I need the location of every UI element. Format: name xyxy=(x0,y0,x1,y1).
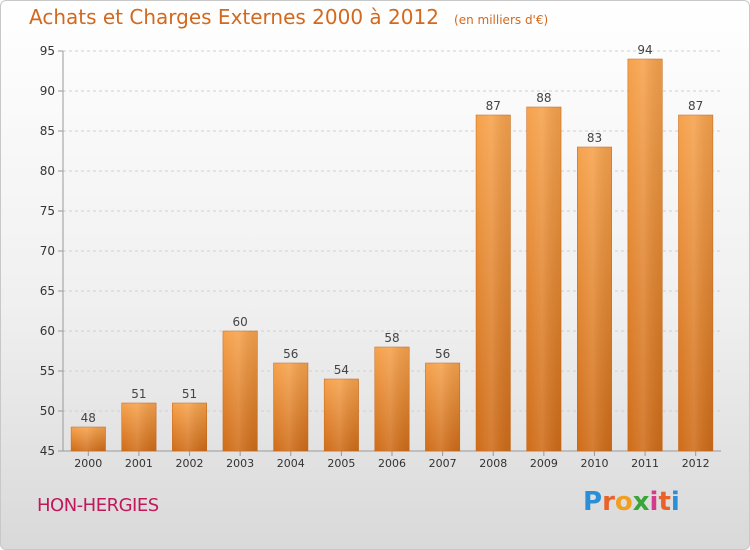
logo-letter: t xyxy=(658,487,671,517)
data-label: 87 xyxy=(486,99,501,113)
data-label: 60 xyxy=(233,315,248,329)
y-tick-label: 85 xyxy=(40,124,55,138)
x-tick-label: 2005 xyxy=(327,457,355,470)
logo-letter: P xyxy=(583,487,603,517)
bar-highlight xyxy=(627,59,663,451)
y-tick-label: 45 xyxy=(40,444,55,458)
y-tick-label: 50 xyxy=(40,404,55,418)
bars xyxy=(70,58,714,452)
data-label: 58 xyxy=(384,331,399,345)
data-label: 88 xyxy=(536,91,551,105)
logo-letter: o xyxy=(614,487,633,517)
data-label: 48 xyxy=(81,411,96,425)
x-tick-label: 2003 xyxy=(226,457,254,470)
y-tick-label: 80 xyxy=(40,164,55,178)
x-tick-label: 2009 xyxy=(530,457,558,470)
bar-highlight xyxy=(476,115,511,451)
data-labels: 48 51 51 60 56 54 58 56 87 88 83 94 87 xyxy=(81,43,704,425)
x-tick-label: 2002 xyxy=(176,457,204,470)
chart-title: Achats et Charges Externes 2000 à 2012 xyxy=(29,5,439,29)
x-tick-label: 2008 xyxy=(479,457,507,470)
data-label: 56 xyxy=(283,347,298,361)
x-tick-label: 2006 xyxy=(378,457,406,470)
y-tick-label: 90 xyxy=(40,84,55,98)
logo-letter: i xyxy=(649,487,659,517)
x-tick-label: 2001 xyxy=(125,457,153,470)
chart-title-block: Achats et Charges Externes 2000 à 2012 (… xyxy=(29,5,548,29)
x-tick-label: 2012 xyxy=(682,457,710,470)
bar-highlight xyxy=(577,147,612,451)
location-name: HON-HERGIES xyxy=(37,495,159,516)
bar-highlight xyxy=(222,331,258,451)
data-label: 83 xyxy=(587,131,602,145)
x-tick-label: 2000 xyxy=(74,457,102,470)
y-tick-label: 65 xyxy=(40,284,55,298)
y-tick-label: 95 xyxy=(40,44,55,58)
data-label: 51 xyxy=(131,387,146,401)
y-tick-label: 55 xyxy=(40,364,55,378)
x-tick-label: 2007 xyxy=(429,457,457,470)
bar-highlight xyxy=(273,363,308,451)
bar-highlight xyxy=(324,379,359,451)
bar-highlight xyxy=(172,403,207,451)
x-tick-label: 2004 xyxy=(277,457,305,470)
bar-highlight xyxy=(374,347,410,451)
axes: 45 50 55 60 65 70 75 80 85 90 95 2000 2001 2002 2003 20… xyxy=(40,44,721,470)
bar-highlight xyxy=(678,115,713,451)
logo-letter: r xyxy=(602,487,615,517)
logo-letter: i xyxy=(670,487,680,517)
x-tick-label: 2010 xyxy=(580,457,608,470)
y-tick-label: 75 xyxy=(40,204,55,218)
bar-highlight xyxy=(526,107,562,451)
data-label: 56 xyxy=(435,347,450,361)
bar-highlight xyxy=(71,427,106,451)
proxiti-logo[interactable]: Proxiti xyxy=(583,487,680,517)
x-tick-label: 2011 xyxy=(631,457,659,470)
bar-highlight xyxy=(121,403,157,451)
data-label: 94 xyxy=(637,43,652,57)
data-label: 87 xyxy=(688,99,703,113)
y-tick-label: 70 xyxy=(40,244,55,258)
chart-subtitle: (en milliers d'€) xyxy=(454,13,549,27)
y-tick-label: 60 xyxy=(40,324,55,338)
bar-highlight xyxy=(425,363,460,451)
logo-letter: x xyxy=(632,487,650,517)
data-label: 51 xyxy=(182,387,197,401)
data-label: 54 xyxy=(334,363,349,377)
